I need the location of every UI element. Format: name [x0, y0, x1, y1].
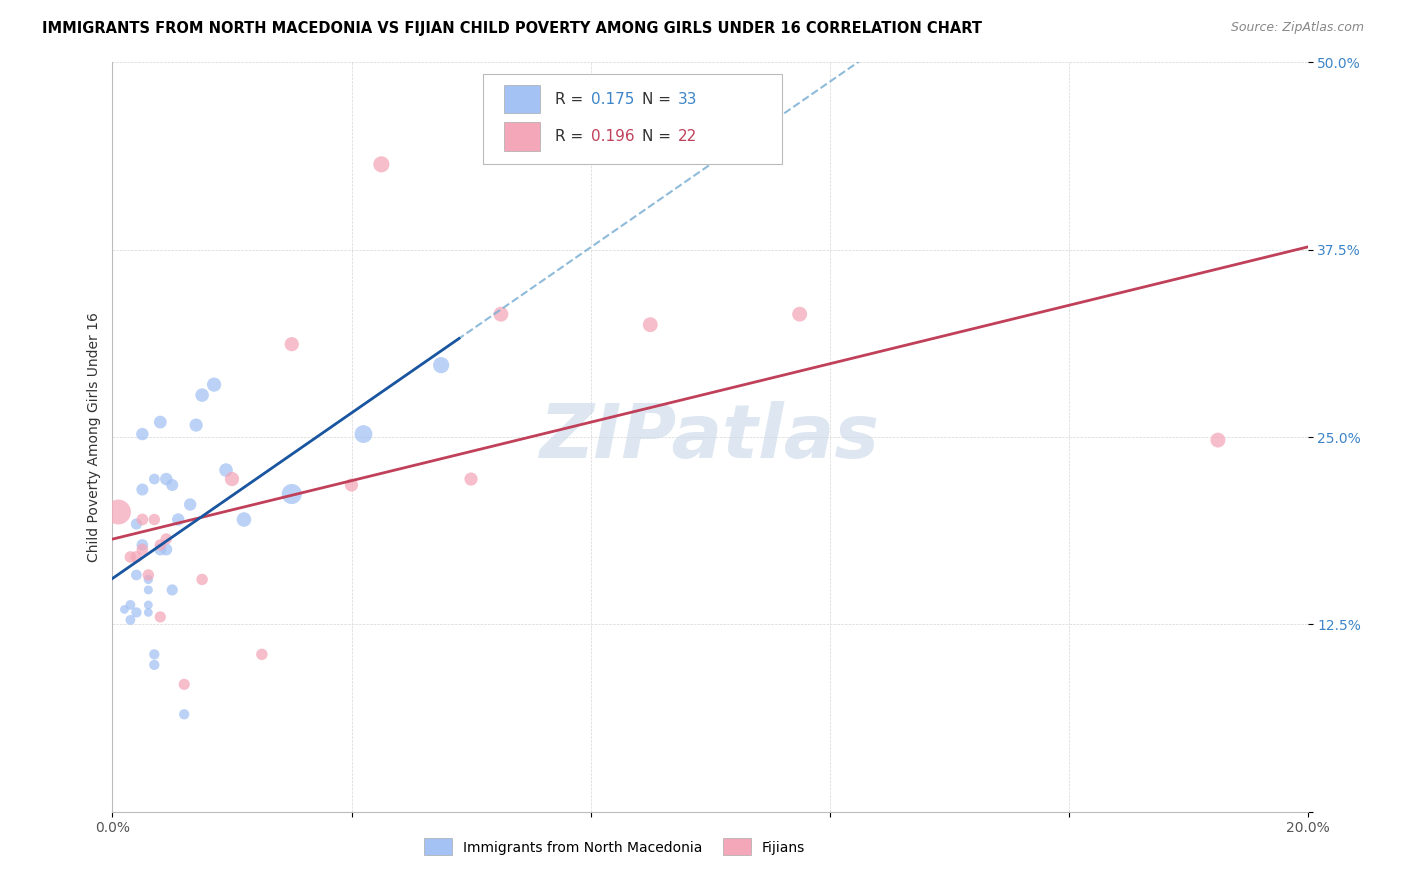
Point: [120, 598, 142, 612]
Text: 33: 33: [678, 92, 697, 107]
Point: [186, 418, 208, 433]
Text: 0.196: 0.196: [591, 129, 634, 145]
Point: [353, 427, 375, 442]
Point: [131, 538, 153, 552]
Point: [430, 358, 453, 372]
Point: [162, 582, 183, 597]
Point: [281, 337, 304, 351]
Point: [202, 377, 225, 392]
Point: [143, 657, 166, 672]
Point: [173, 707, 195, 722]
FancyBboxPatch shape: [484, 74, 782, 163]
Text: N =: N =: [643, 129, 676, 145]
Point: [138, 573, 160, 587]
Y-axis label: Child Poverty Among Girls Under 16: Child Poverty Among Girls Under 16: [87, 312, 101, 562]
Point: [221, 472, 243, 486]
Point: [138, 582, 160, 597]
Text: Source: ZipAtlas.com: Source: ZipAtlas.com: [1230, 21, 1364, 34]
Point: [125, 549, 148, 564]
Point: [233, 512, 256, 526]
Text: R =: R =: [554, 92, 588, 107]
Text: ZIPatlas: ZIPatlas: [540, 401, 880, 474]
Point: [167, 512, 190, 526]
Bar: [505, 122, 540, 151]
Text: N =: N =: [643, 92, 676, 107]
Point: [155, 472, 177, 486]
Point: [340, 478, 363, 492]
Point: [281, 487, 304, 501]
Point: [120, 613, 142, 627]
Point: [191, 573, 214, 587]
Point: [155, 542, 177, 557]
Point: [125, 516, 148, 531]
Point: [789, 307, 811, 321]
Point: [138, 568, 160, 582]
Point: [149, 610, 172, 624]
Bar: [505, 85, 540, 113]
Point: [489, 307, 512, 321]
Point: [143, 512, 166, 526]
Point: [138, 598, 160, 612]
Point: [143, 648, 166, 662]
Point: [131, 427, 153, 442]
Text: 0.175: 0.175: [591, 92, 634, 107]
Text: 22: 22: [678, 129, 697, 145]
Point: [125, 568, 148, 582]
Point: [173, 677, 195, 691]
Point: [250, 648, 273, 662]
Point: [179, 498, 201, 512]
Point: [138, 606, 160, 620]
Point: [143, 472, 166, 486]
Point: [131, 512, 153, 526]
Point: [640, 318, 662, 332]
Point: [114, 602, 135, 616]
Text: R =: R =: [554, 129, 588, 145]
Point: [191, 388, 214, 402]
Point: [125, 606, 148, 620]
Point: [131, 542, 153, 557]
Point: [215, 463, 238, 477]
Point: [120, 549, 142, 564]
Point: [149, 415, 172, 429]
Point: [149, 542, 172, 557]
Point: [162, 478, 183, 492]
Point: [370, 157, 392, 171]
Legend: Immigrants from North Macedonia, Fijians: Immigrants from North Macedonia, Fijians: [418, 833, 811, 861]
Point: [1206, 433, 1229, 447]
Point: [131, 483, 153, 497]
Point: [155, 532, 177, 546]
Text: IMMIGRANTS FROM NORTH MACEDONIA VS FIJIAN CHILD POVERTY AMONG GIRLS UNDER 16 COR: IMMIGRANTS FROM NORTH MACEDONIA VS FIJIA…: [42, 21, 983, 36]
Point: [149, 538, 172, 552]
Point: [107, 505, 129, 519]
Point: [460, 472, 482, 486]
